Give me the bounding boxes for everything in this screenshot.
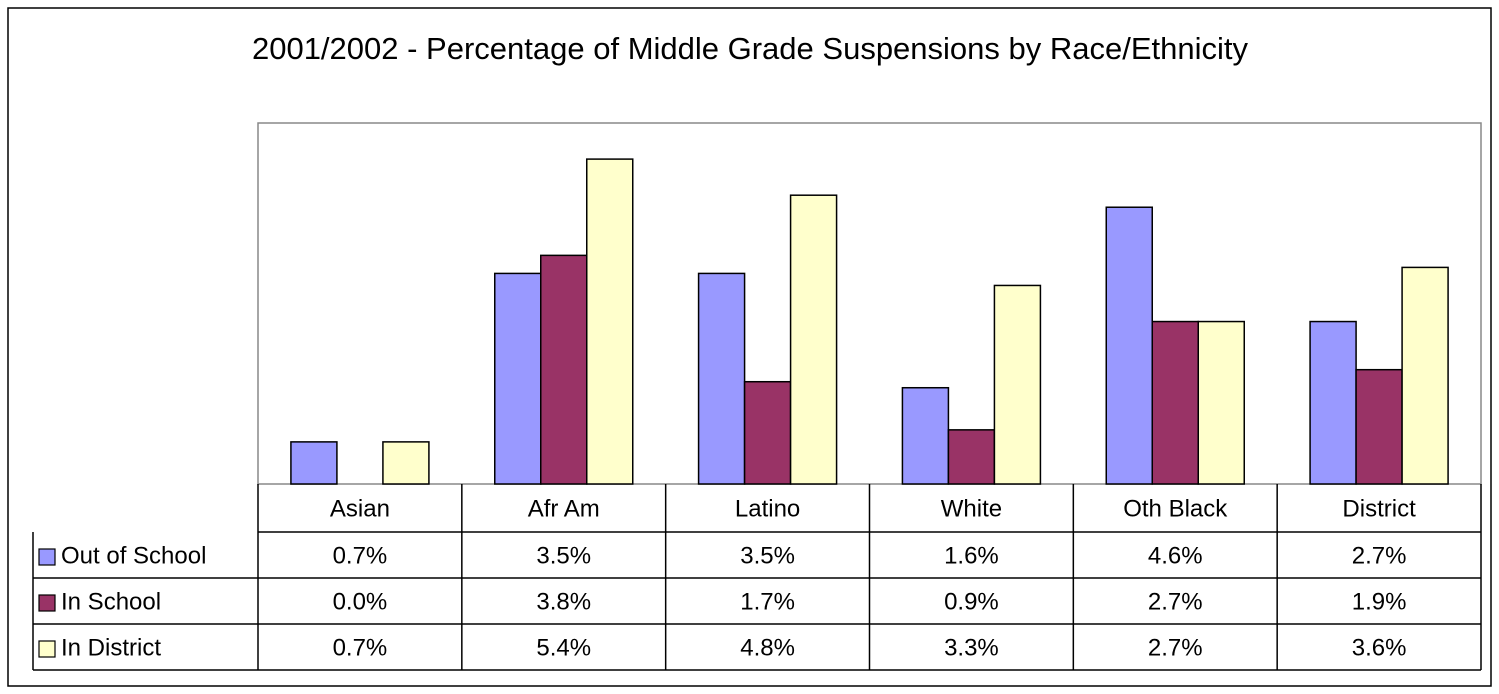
legend-label: Out of School — [61, 542, 206, 569]
chart-border — [7, 7, 1492, 687]
data-label: 2.7% — [1352, 542, 1407, 569]
data-label: 3.3% — [944, 634, 999, 661]
bar — [586, 158, 634, 485]
bar — [1151, 320, 1199, 485]
bar — [901, 386, 950, 485]
x-tick-label: White — [941, 495, 1002, 522]
bar — [1197, 320, 1245, 485]
data-label: 3.8% — [536, 588, 591, 615]
data-label: 1.9% — [1352, 588, 1407, 615]
bar — [697, 272, 746, 485]
legend-swatch — [38, 640, 56, 658]
data-label: 0.0% — [333, 588, 388, 615]
data-label: 1.7% — [740, 588, 795, 615]
bar — [993, 284, 1042, 485]
data-label: 0.7% — [333, 542, 388, 569]
data-label: 3.5% — [740, 542, 795, 569]
chart-title: 2001/2002 - Percentage of Middle Grade S… — [251, 31, 1249, 66]
bar — [1401, 266, 1449, 485]
bar — [1355, 368, 1403, 485]
x-tick-label: Latino — [735, 495, 800, 522]
x-tick-label: Asian — [330, 495, 390, 522]
data-label: 0.7% — [333, 634, 388, 661]
bar — [290, 441, 338, 485]
legend-label: In School — [61, 588, 161, 615]
x-tick-label: District — [1342, 495, 1416, 522]
bar — [789, 194, 838, 485]
data-label: 3.5% — [536, 542, 591, 569]
data-label: 2.7% — [1148, 634, 1203, 661]
bar — [947, 429, 996, 485]
data-label: 0.9% — [944, 588, 999, 615]
data-label: 2.7% — [1148, 588, 1203, 615]
data-label: 1.6% — [944, 542, 999, 569]
plot-area — [257, 122, 1482, 485]
bar — [382, 441, 430, 485]
bar — [540, 254, 588, 485]
data-label: 4.6% — [1148, 542, 1203, 569]
bar — [494, 272, 542, 485]
legend-label: In District — [61, 634, 161, 661]
legend-swatch — [38, 548, 56, 566]
bar — [1309, 320, 1357, 485]
data-label: 3.6% — [1352, 634, 1407, 661]
legend-swatch — [38, 594, 56, 612]
data-label: 4.8% — [740, 634, 795, 661]
bar — [743, 380, 792, 485]
data-label: 5.4% — [536, 634, 591, 661]
x-tick-label: Oth Black — [1123, 495, 1228, 522]
x-tick-label: Afr Am — [528, 495, 600, 522]
bar — [1105, 206, 1153, 485]
